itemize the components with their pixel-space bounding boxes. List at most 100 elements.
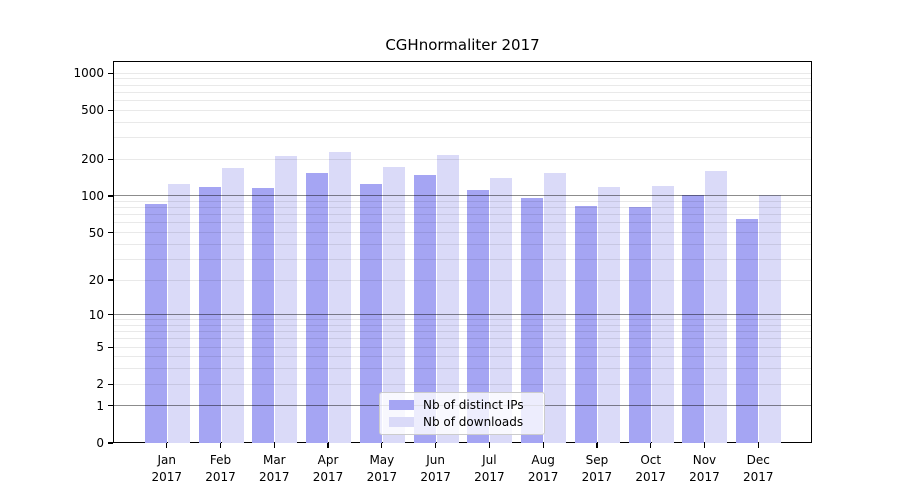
gridline-40 [113,243,812,245]
x-tick-label-aug: Aug 2017 [527,453,559,484]
gridline-7 [113,331,812,333]
gridline-3 [113,368,812,370]
x-tick-mark-feb [219,443,222,448]
x-tick-label-jul: Jul 2017 [474,453,505,484]
legend-label-downloads: Nb of downloads [423,415,524,429]
gridline-200 [113,158,812,160]
y-tick-mark-2 [108,383,113,385]
gridline-9 [113,319,812,321]
bar-downloads-jan [167,184,190,443]
x-tick-label-dec: Dec 2017 [742,453,774,484]
gridline-30 [113,258,812,260]
gridline-500 [113,109,812,111]
gridline-4 [113,356,812,358]
y-tick-label-200: 200 [81,152,104,167]
gridline-1000 [113,72,812,74]
bar-distinct-ips-jun [413,174,436,443]
gridline-10 [113,314,812,316]
chart-title: CGHnormaliter 2017 [385,36,540,54]
bar-distinct-ips-nov [682,195,705,443]
y-tick-label-100: 100 [81,188,104,203]
bar-distinct-ips-apr [306,172,329,443]
bar-downloads-apr [329,152,352,443]
x-tick-mark-oct [650,443,652,448]
gridline-700 [113,91,812,93]
x-tick-label-oct: Oct 2017 [635,453,666,484]
gridline-50 [113,232,812,234]
gridline-8 [113,324,812,326]
bar-downloads-aug [544,172,567,443]
x-tick-mark-dec [757,443,759,448]
y-tick-mark-10 [108,314,113,316]
gridline-6 [113,338,812,340]
gridline-90 [113,201,812,203]
y-tick-mark-1000 [108,72,113,74]
gridline-900 [113,78,812,80]
legend-item-downloads: Nb of downloads [389,415,535,429]
bar-distinct-ips-aug [521,198,544,443]
x-tick-mark-jul [488,443,490,448]
y-tick-mark-5 [108,346,113,348]
y-tick-mark-100 [108,195,113,197]
bar-distinct-ips-sep [574,205,597,443]
x-tick-label-may: May 2017 [366,453,398,484]
y-tick-mark-500 [108,109,113,111]
x-tick-label-sep: Sep 2017 [581,453,613,484]
bar-distinct-ips-jan [144,203,167,443]
legend-swatch-distinct-ips [389,400,414,410]
y-tick-label-10: 10 [88,307,104,322]
y-tick-label-20: 20 [88,273,104,288]
bar-downloads-jun [436,155,459,443]
x-tick-label-feb: Feb 2017 [205,453,236,484]
plot-area [113,61,812,443]
bar-downloads-nov [705,171,728,443]
x-tick-mark-jun [435,443,437,448]
x-tick-mark-may [381,443,383,448]
y-tick-mark-0 [108,442,113,444]
legend-item-distinct-ips: Nb of distinct IPs [389,398,535,412]
x-tick-mark-aug [542,443,544,448]
x-tick-mark-jan [166,443,168,448]
gridline-600 [113,100,812,102]
x-tick-label-jan: Jan 2017 [151,453,183,484]
bar-distinct-ips-oct [628,207,651,443]
gridline-800 [113,84,812,86]
bar-downloads-dec [759,195,782,443]
y-tick-label-5: 5 [96,340,104,355]
gridline-100 [113,195,812,197]
x-tick-label-apr: Apr 2017 [312,453,344,484]
y-tick-label-50: 50 [88,225,104,240]
gridline-20 [113,279,812,281]
x-tick-mark-mar [273,443,275,448]
bar-downloads-mar [275,156,298,443]
x-tick-mark-sep [596,443,598,448]
gridline-60 [113,222,812,224]
gridline-5 [113,346,812,348]
x-tick-label-jun: Jun 2017 [420,453,451,484]
legend-label-distinct-ips: Nb of distinct IPs [423,398,524,412]
y-tick-mark-1 [108,405,113,407]
x-tick-label-mar: Mar 2017 [259,453,290,484]
bar-distinct-ips-dec [736,218,759,443]
y-tick-mark-50 [108,231,113,234]
y-tick-label-500: 500 [81,103,104,118]
x-tick-label-nov: Nov 2017 [689,453,720,484]
y-tick-mark-200 [108,158,113,160]
y-tick-label-1: 1 [96,398,104,413]
bar-downloads-feb [221,168,244,443]
x-tick-mark-apr [327,443,329,448]
bar-distinct-ips-mar [252,188,275,443]
bar-downloads-oct [651,186,674,443]
bar-distinct-ips-may [359,183,382,443]
x-tick-mark-nov [703,443,706,448]
gridline-2 [113,383,812,385]
bar-distinct-ips-jul [467,189,490,443]
bar-distinct-ips-feb [198,186,221,443]
y-tick-label-1000: 1000 [73,66,104,81]
y-tick-label-2: 2 [96,377,104,392]
y-tick-label-0: 0 [96,436,104,450]
bar-downloads-may [382,166,405,443]
bar-downloads-jul [490,177,513,443]
legend: Nb of distinct IPs Nb of downloads [379,392,545,435]
